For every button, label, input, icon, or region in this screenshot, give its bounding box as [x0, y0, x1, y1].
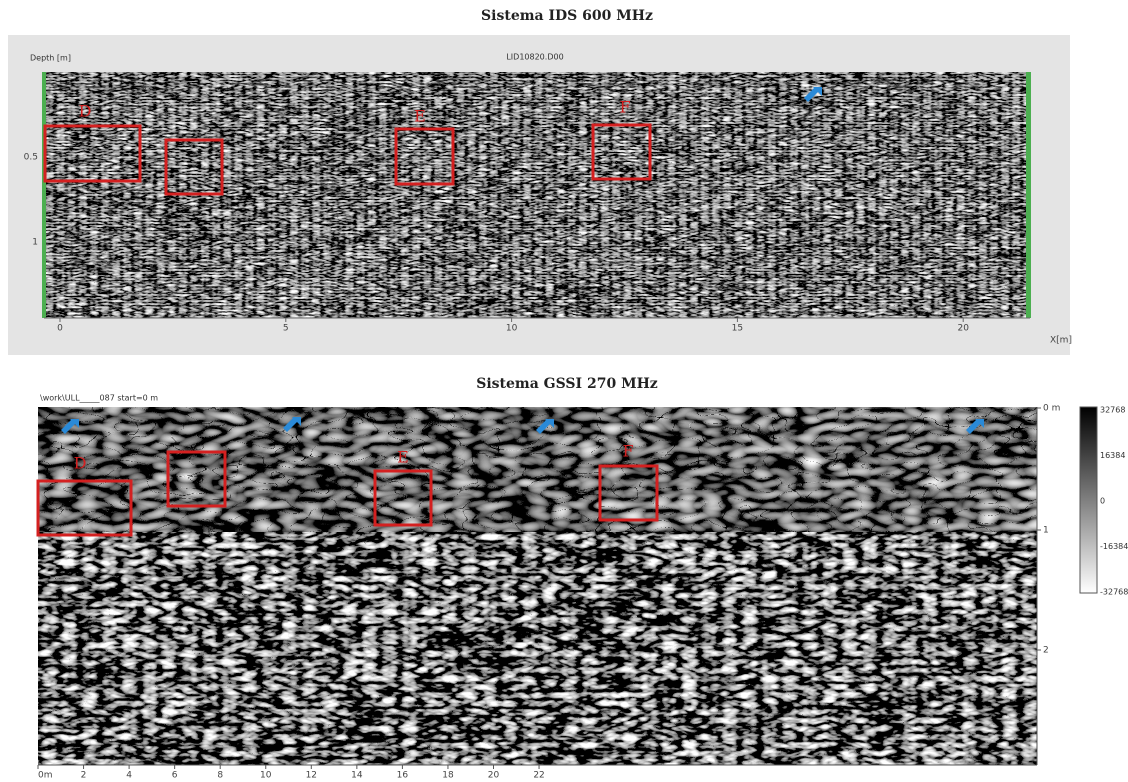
- x-tick-label: 6: [172, 771, 178, 781]
- y-tick-label: 0 m: [1043, 404, 1060, 414]
- x-tick-label: 22: [533, 771, 544, 781]
- annotation-box: [164, 138, 224, 196]
- x-tick-label: 5: [283, 324, 289, 334]
- annotation-box: [373, 469, 433, 527]
- y-tick-label: 2: [1043, 646, 1049, 656]
- annotation-box: [36, 479, 133, 537]
- annotation-label: F: [619, 98, 630, 117]
- x-tick-label: 4: [126, 771, 132, 781]
- panel-title: Sistema IDS 600 MHz: [481, 8, 653, 24]
- y-tick-label: 0.5: [24, 153, 38, 163]
- x-tick-label: 14: [351, 771, 363, 781]
- annotation-label: E: [397, 448, 409, 467]
- x-tick-label: 20: [488, 771, 500, 781]
- x-unit: X[m]: [1050, 336, 1072, 346]
- file-label: \work\ULL_____087 start=0 m: [40, 394, 158, 403]
- x-tick-label: 12: [306, 771, 317, 781]
- annotation-box: [591, 123, 652, 181]
- colorbar-label: -16384: [1100, 542, 1128, 551]
- y-tick-label: 1: [32, 238, 38, 248]
- colorbar-label: 0: [1100, 497, 1105, 506]
- x-tick-label: 10: [260, 771, 272, 781]
- file-label: LID10820.D00: [506, 53, 563, 62]
- x-tick-label: 8: [217, 771, 223, 781]
- radargram: [38, 407, 1037, 532]
- edge: [1026, 72, 1031, 318]
- annotation-box: [598, 464, 659, 522]
- x-tick-label: 0: [57, 324, 63, 334]
- colorbar-label: 16384: [1100, 451, 1125, 460]
- annotation-label: D: [79, 102, 92, 121]
- x-tick-label: 16: [397, 771, 409, 781]
- colorbar-label: -32768: [1100, 588, 1128, 597]
- x-tick-label: 15: [732, 324, 743, 334]
- panel-title: Sistema GSSI 270 MHz: [476, 376, 658, 392]
- colorbar-label: 32768: [1100, 406, 1125, 415]
- depth-label: Depth [m]: [30, 54, 71, 63]
- annotation-box: [166, 450, 227, 508]
- annotation-box: [43, 124, 142, 183]
- x-tick-label: 10: [506, 324, 518, 334]
- annotation-label: E: [414, 107, 426, 126]
- x-tick-label: 18: [442, 771, 454, 781]
- annotation-label: D: [74, 454, 87, 473]
- y-tick-label: 1: [1043, 526, 1049, 536]
- annotation-box: [394, 127, 455, 186]
- x-tick-label: 0m: [38, 771, 53, 781]
- annotation-label: F: [622, 442, 633, 461]
- x-tick-label: 20: [957, 324, 969, 334]
- x-tick-label: 2: [81, 771, 87, 781]
- radargram: [38, 532, 1037, 765]
- colorbar: [1079, 406, 1098, 594]
- edge: [42, 72, 46, 318]
